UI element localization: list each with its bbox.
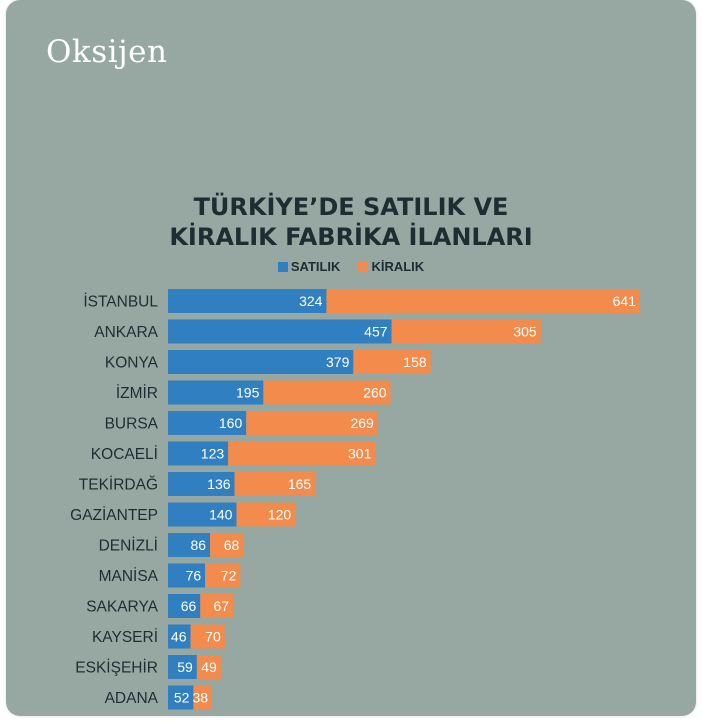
value-label-kiralik: 49 (201, 659, 217, 675)
value-label-kiralik: 120 (268, 507, 292, 523)
bar-satilik (168, 563, 206, 588)
value-label-satilik: 140 (209, 507, 233, 523)
category-label: BURSA (105, 416, 159, 433)
value-label-satilik: 379 (326, 354, 350, 370)
value-label-kiralik: 68 (224, 537, 240, 553)
value-label-satilik: 76 (186, 568, 202, 584)
value-label-kiralik: 165 (288, 476, 312, 492)
value-label-kiralik: 72 (221, 568, 237, 584)
category-label: MANİSA (99, 567, 159, 585)
bar-kiralik (326, 289, 640, 313)
bar-satilik (168, 685, 194, 710)
value-label-satilik: 52 (174, 690, 190, 706)
bar-satilik (168, 624, 191, 649)
category-label: TEKİRDAĞ (79, 476, 158, 494)
bar-satilik (168, 472, 235, 496)
bar-kiralik (353, 350, 431, 374)
category-label: KAYSERİ (92, 628, 158, 646)
bar-kiralik (246, 411, 378, 435)
category-label: ESKİŞEHİR (75, 659, 158, 677)
value-label-kiralik: 260 (363, 385, 387, 401)
bar-kiralik (234, 472, 316, 496)
value-label-satilik: 59 (177, 659, 193, 675)
bar-satilik (168, 411, 247, 435)
value-label-satilik: 86 (190, 537, 206, 553)
value-label-kiralik: 641 (613, 293, 637, 309)
bar-satilik (168, 502, 237, 527)
value-label-satilik: 136 (207, 476, 231, 492)
value-label-kiralik: 70 (205, 629, 221, 645)
legend-item-satilik: SATILIK (277, 259, 341, 274)
value-label-kiralik: 305 (513, 324, 537, 340)
value-label-satilik: 195 (236, 385, 260, 401)
value-label-kiralik: 158 (403, 354, 427, 370)
category-label: DENİZLİ (99, 537, 158, 555)
value-label-satilik: 160 (219, 415, 243, 431)
bar-satilik (168, 319, 392, 344)
category-label: İZMİR (116, 384, 158, 402)
bar-satilik (168, 441, 229, 466)
value-label-satilik: 46 (171, 629, 187, 645)
bar-satilik (168, 594, 201, 618)
bar-kiralik (200, 594, 234, 618)
bar-satilik (168, 380, 264, 405)
category-label: KOCAELİ (91, 445, 158, 463)
bar-satilik (168, 655, 197, 679)
chart-title-line-1: TÜRKİYE’DE SATILIK VE (193, 193, 509, 221)
legend-label-kiralik: KİRALIK (371, 259, 425, 274)
bar-kiralik (228, 441, 376, 466)
bar-kiralik (190, 624, 225, 649)
chart-legend: SATILIK KİRALIK (0, 259, 702, 274)
legend-label-satilik: SATILIK (290, 259, 341, 274)
category-label: ADANA (105, 690, 159, 707)
category-label: İSTANBUL (83, 293, 158, 311)
bar-kiralik (205, 563, 241, 588)
bar-satilik (168, 350, 354, 374)
bar-kiralik (193, 685, 213, 710)
legend-item-kiralik: KİRALIK (358, 259, 424, 274)
bar-satilik (168, 533, 211, 557)
category-label: GAZİANTEP (70, 506, 158, 524)
legend-swatch-kiralik (358, 261, 369, 272)
value-label-satilik: 324 (299, 293, 323, 309)
bar-kiralik (210, 533, 244, 557)
value-label-satilik: 123 (201, 446, 225, 462)
bar-satilik (168, 289, 327, 313)
bar-kiralik (391, 319, 541, 344)
value-label-satilik: 457 (364, 324, 388, 340)
category-label: ANKARA (94, 324, 158, 341)
chart-title-line-2: KİRALIK FABRİKA İLANLARI (169, 223, 533, 251)
value-label-kiralik: 67 (213, 598, 229, 614)
value-label-kiralik: 38 (192, 690, 208, 706)
value-label-satilik: 66 (181, 598, 197, 614)
legend-swatch-satilik (277, 261, 288, 272)
bar-kiralik (263, 380, 391, 405)
value-label-kiralik: 301 (348, 446, 372, 462)
category-label: SAKARYA (86, 599, 158, 616)
bar-kiralik (236, 502, 296, 527)
category-label: KONYA (105, 355, 159, 372)
value-label-kiralik: 269 (350, 415, 374, 431)
brand-logo: Oksijen (46, 34, 168, 70)
bar-kiralik (196, 655, 221, 679)
